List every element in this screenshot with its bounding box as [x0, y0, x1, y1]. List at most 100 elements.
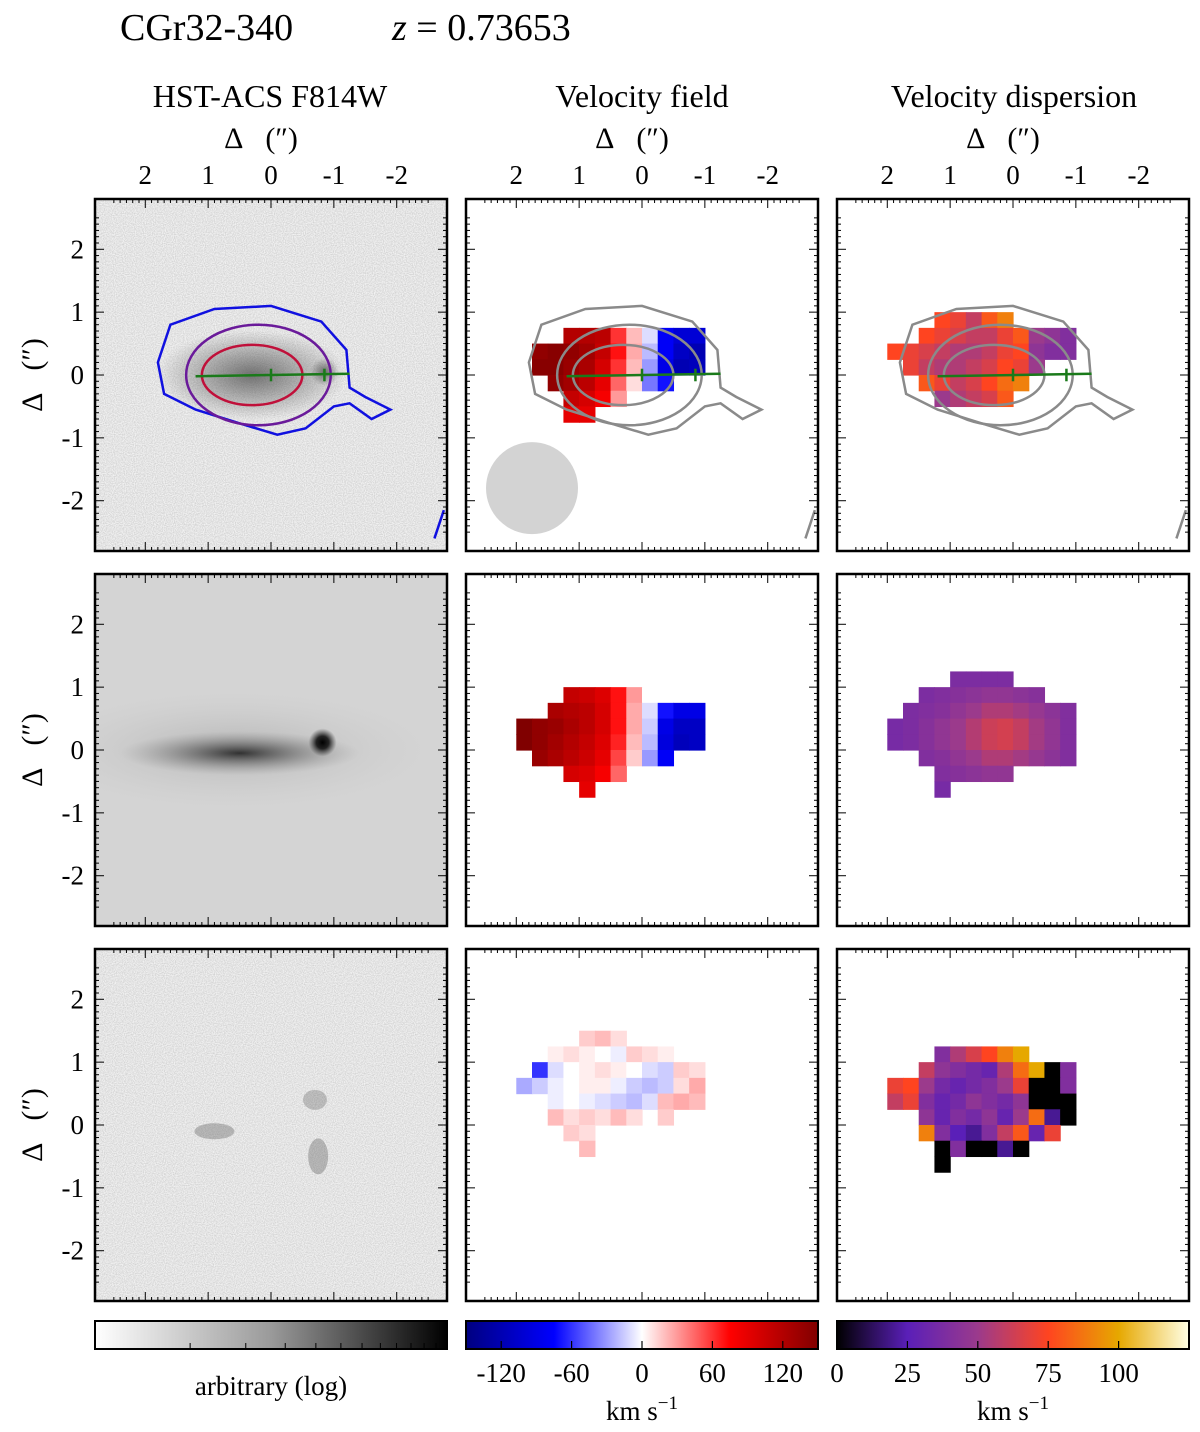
velocity-spaxel	[673, 1077, 690, 1095]
dispersion-spaxel	[1060, 718, 1077, 735]
velocity-spaxel	[579, 765, 596, 783]
panel-content	[837, 199, 1189, 551]
velocity-spaxel	[673, 359, 690, 376]
dispersion-spaxel	[1044, 734, 1061, 751]
dispersion-spaxel	[950, 671, 967, 688]
dispersion-spaxel	[965, 718, 983, 735]
dispersion-spaxel	[1013, 1093, 1030, 1110]
dispersion-spaxel	[950, 359, 967, 376]
colorbar-velocity: -120 -60 0 60 120 km s−1	[465, 1320, 819, 1426]
dispersion-spaxel	[934, 1156, 951, 1173]
colorbar-image-fill	[94, 1320, 448, 1350]
velocity-spaxel	[594, 1046, 612, 1063]
dispersion-spaxel	[934, 765, 951, 783]
velocity-spaxel	[594, 1030, 612, 1048]
velocity-spaxel	[563, 702, 580, 720]
panel-r2-c2	[464, 572, 820, 928]
top-x-axes: Δ (″) 2 1 0 -1 -2 Δ (″) 2 1 0 -1 -2 Δ (″) 2 1 0 -1 -2	[139, 122, 1150, 190]
dispersion-spaxel	[965, 765, 983, 783]
dispersion-spaxel	[950, 750, 967, 767]
velocity-spaxel	[689, 1093, 706, 1110]
dispersion-spaxel	[950, 718, 967, 735]
dispersion-spaxel	[918, 718, 936, 735]
dispersion-spaxel	[981, 734, 998, 751]
velocity-spaxel	[532, 1062, 549, 1079]
dispersion-spaxel	[965, 1046, 983, 1063]
dispersion-spaxel	[918, 375, 936, 392]
velocity-spaxel	[689, 1062, 706, 1079]
dispersion-spaxel	[934, 734, 951, 751]
velocity-spaxel	[642, 327, 659, 345]
dispersion-spaxel	[1028, 1109, 1046, 1126]
dispersion-spaxel	[997, 1062, 1014, 1079]
dispersion-spaxel	[934, 327, 951, 345]
panel-r3-c3	[835, 947, 1191, 1303]
velocity-spaxel	[594, 734, 612, 751]
velocity-spaxel	[547, 734, 565, 751]
dispersion-spaxel	[981, 1109, 998, 1126]
velocity-spaxel	[532, 718, 549, 735]
velocity-spaxel	[642, 1062, 659, 1079]
velocity-spaxel	[626, 750, 643, 767]
dispersion-spaxel	[950, 702, 967, 720]
dispersion-spaxel	[997, 343, 1014, 360]
velocity-spaxel	[689, 343, 706, 360]
dispersion-spaxel	[934, 1109, 951, 1126]
velocity-spaxel	[673, 1093, 690, 1110]
x-tick-label: -1	[323, 160, 346, 190]
redshift-label: z = 0.73653	[391, 7, 571, 49]
velocity-spaxel	[579, 1062, 596, 1079]
object-name: CGr32-340	[120, 7, 293, 49]
dispersion-spaxel	[965, 734, 983, 751]
dispersion-spaxel	[1013, 1109, 1030, 1126]
velocity-spaxel	[642, 750, 659, 767]
velocity-spaxel	[642, 1093, 659, 1110]
dispersion-spaxel	[918, 359, 936, 376]
dispersion-spaxel	[1013, 734, 1030, 751]
dispersion-spaxel	[1013, 687, 1030, 704]
velocity-spaxel	[579, 734, 596, 751]
y-tick-label: -2	[62, 486, 85, 516]
dispersion-spaxel	[981, 1046, 998, 1063]
dispersion-spaxel	[950, 1062, 967, 1079]
velocity-spaxel	[594, 687, 612, 704]
colorbar-tick-label: 0	[830, 1358, 844, 1388]
colorbar-dispersion-fill	[836, 1320, 1190, 1350]
velocity-spaxel	[626, 1093, 643, 1110]
panel-content	[95, 949, 447, 1301]
velocity-spaxel	[594, 1109, 612, 1126]
dispersion-spaxel	[1013, 718, 1030, 735]
velocity-spaxel	[610, 718, 627, 735]
dispersion-spaxel	[1044, 1125, 1061, 1142]
panel-content	[466, 199, 818, 551]
y-tick-label: 2	[71, 609, 85, 639]
dispersion-spaxel	[981, 375, 998, 392]
x-tick-label: -1	[694, 160, 717, 190]
velocity-spaxel	[547, 1046, 565, 1063]
velocity-spaxel	[626, 687, 643, 704]
dispersion-spaxel	[1028, 687, 1046, 704]
dispersion-spaxel	[981, 702, 998, 720]
velocity-spaxel	[610, 1077, 627, 1095]
dispersion-spaxel	[1013, 750, 1030, 767]
dispersion-spaxel	[934, 1140, 951, 1158]
velocity-spaxel	[673, 718, 690, 735]
velocity-spaxel	[547, 359, 565, 376]
left-y-axes: Δ(″) 2 1 0 -1 -2 Δ(″) 2 1 0 -1 -2 Δ(″) 2 1 0 -1 -2	[16, 234, 84, 1265]
panel-content	[95, 574, 447, 926]
dispersion-spaxel	[1060, 1077, 1077, 1095]
velocity-spaxel	[594, 765, 612, 783]
dispersion-spaxel	[981, 343, 998, 360]
colorbar-tick-label: 50	[964, 1358, 991, 1388]
velocity-spaxel	[516, 734, 533, 751]
colorbar-label: km s−1	[977, 1393, 1049, 1426]
dispersion-spaxel	[1044, 327, 1061, 345]
velocity-spaxel	[563, 1093, 580, 1110]
dispersion-spaxel	[965, 671, 983, 688]
velocity-spaxel	[563, 1125, 580, 1142]
velocity-spaxel	[657, 702, 675, 720]
velocity-spaxel	[626, 1062, 643, 1079]
dispersion-spaxel	[981, 1077, 998, 1095]
model-knot	[308, 728, 337, 757]
